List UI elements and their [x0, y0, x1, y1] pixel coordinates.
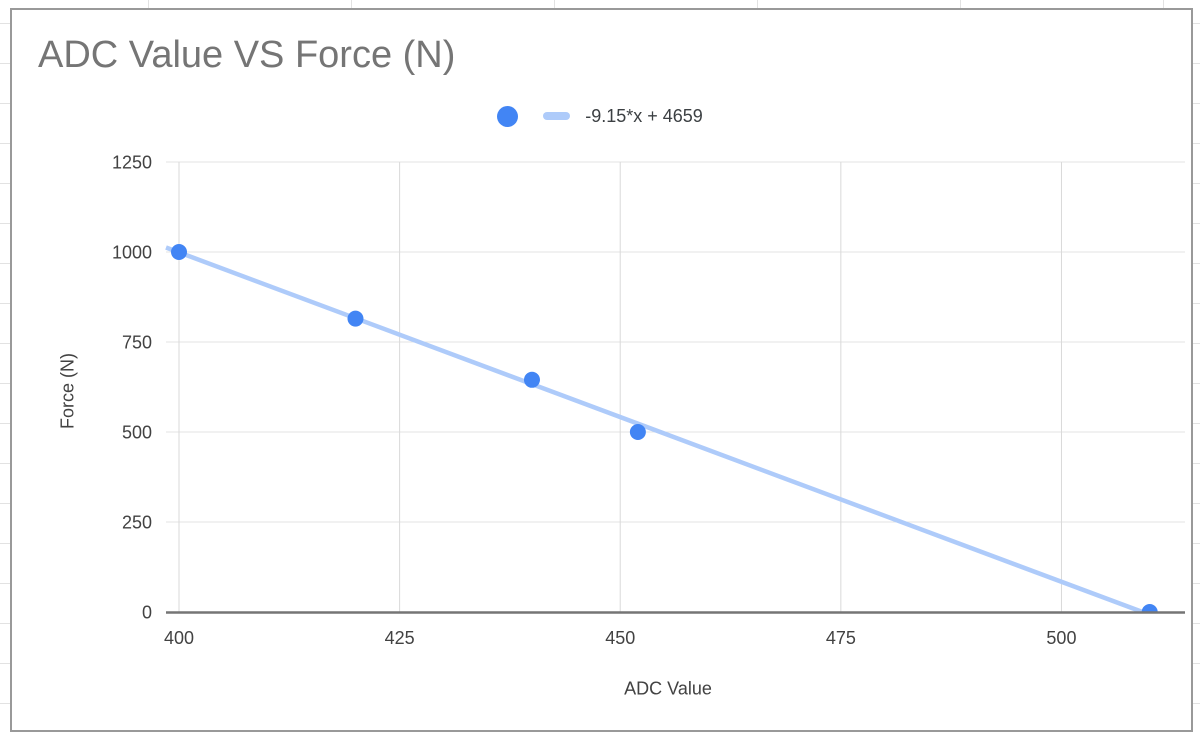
sheet-gridline-stub	[0, 143, 10, 144]
x-tick-label: 450	[605, 628, 635, 648]
sheet-gridline-stub	[1193, 183, 1200, 184]
sheet-gridline-stub	[0, 543, 10, 544]
sheet-gridline-stub	[1193, 463, 1200, 464]
sheet-gridline-stub	[1193, 703, 1200, 704]
legend[interactable]: -9.15*x + 4659	[0, 102, 1200, 130]
sheet-gridline-stub	[1193, 383, 1200, 384]
sheet-gridline-stub	[0, 23, 10, 24]
sheet-gridline-stub	[0, 223, 10, 224]
sheet-gridline-stub	[0, 103, 10, 104]
sheet-gridline-stub	[0, 63, 10, 64]
sheet-gridline-stub	[1163, 0, 1164, 8]
sheet-gridline-stub	[554, 0, 555, 8]
sheet-gridline-stub	[148, 0, 149, 8]
sheet-gridline-stub	[0, 383, 10, 384]
y-tick-label: 750	[122, 333, 152, 353]
chart-title: ADC Value VS Force (N)	[38, 34, 456, 76]
y-tick-label: 500	[122, 423, 152, 443]
sheet-gridline-stub	[0, 503, 10, 504]
sheet-gridline-stub	[0, 703, 10, 704]
y-tick-label: 250	[122, 513, 152, 533]
x-tick-label: 475	[826, 628, 856, 648]
sheet-gridline-stub	[1193, 583, 1200, 584]
y-tick-label: 1250	[112, 153, 152, 173]
data-point[interactable]	[523, 371, 540, 388]
sheet-gridline-stub	[0, 183, 10, 184]
sheet-gridline-stub	[1193, 263, 1200, 264]
sheet-gridline-stub	[960, 0, 961, 8]
sheet-gridline-stub	[1193, 143, 1200, 144]
sheet-gridline-stub	[1193, 343, 1200, 344]
sheet-gridline-stub	[1193, 623, 1200, 624]
data-point[interactable]	[1141, 604, 1158, 620]
legend-series-dot-icon	[497, 105, 519, 127]
data-point[interactable]	[347, 310, 364, 327]
sheet-gridline-stub	[0, 303, 10, 304]
data-point[interactable]	[629, 424, 646, 440]
x-tick-label: 425	[385, 628, 415, 648]
y-tick-label: 1000	[112, 243, 152, 263]
sheet-gridline-stub	[1193, 423, 1200, 424]
sheet-gridline-stub	[0, 463, 10, 464]
sheet-gridline-stub	[0, 583, 10, 584]
sheet-gridline-stub	[0, 423, 10, 424]
sheet-gridline-stub	[1193, 223, 1200, 224]
sheet-gridline-stub	[1193, 63, 1200, 64]
x-tick-label: 500	[1046, 628, 1076, 648]
sheet-gridline-stub	[1193, 23, 1200, 24]
sheet-gridline-stub	[1193, 303, 1200, 304]
legend-label: -9.15*x + 4659	[585, 105, 703, 126]
sheet-gridline-stub	[1193, 503, 1200, 504]
sheet-gridline-stub	[0, 623, 10, 624]
sheet-gridline-stub	[1193, 543, 1200, 544]
legend-trendline-dash-icon	[543, 112, 571, 120]
data-point[interactable]	[171, 244, 187, 260]
x-axis-title: ADC Value	[624, 678, 712, 699]
sheet-gridline-stub	[351, 0, 352, 8]
sheet-gridline-stub	[1193, 103, 1200, 104]
sheet-gridline-stub	[757, 0, 758, 8]
y-tick-label: 0	[142, 603, 152, 623]
sheet-gridline-stub	[0, 343, 10, 344]
sheet-gridline-stub	[1193, 663, 1200, 664]
sheet-gridline-stub	[0, 663, 10, 664]
sheet-gridline-stub	[0, 263, 10, 264]
x-tick-label: 400	[164, 628, 194, 648]
trendline[interactable]	[165, 245, 1185, 628]
